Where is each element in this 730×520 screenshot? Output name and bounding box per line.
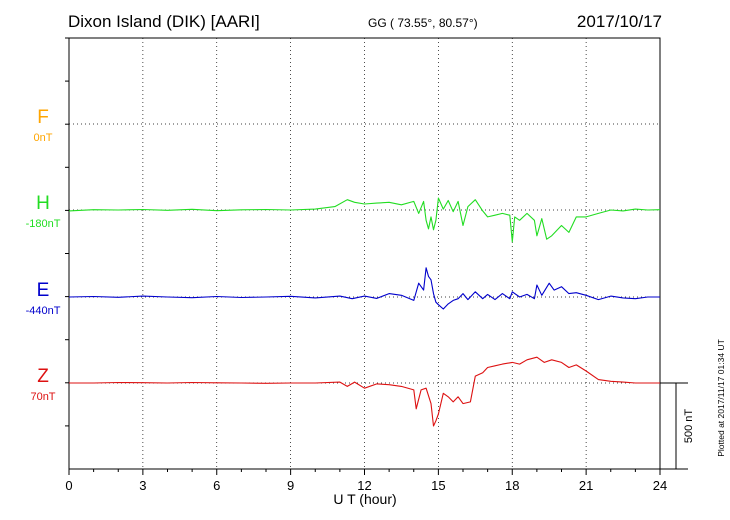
series-labels: F 0nT H -180nT E -440nT Z 70nT [26,107,61,403]
series-traces [68,197,661,427]
series-baseline-h: -180nT [26,218,61,230]
x-axis-label: U T (hour) [333,491,396,507]
series-baseline-f: 0nT [34,132,53,144]
series-baseline-z: 70nT [30,391,55,403]
x-axis-ticks: 0 3 6 9 12 15 18 21 24 [65,37,667,493]
series-letter-f: F [37,107,49,128]
series-line-z [69,356,660,427]
station-title: Dixon Island (DIK) [AARI] [68,12,260,31]
series-letter-e: E [37,280,50,301]
series-line-h [68,197,661,243]
series-letter-z: Z [37,366,49,387]
series-letter-h: H [36,193,50,214]
plot-date: 2017/10/17 [577,12,662,31]
x-tick-label: 18 [505,478,519,493]
series-line-e [68,267,660,310]
grid-lines [69,38,660,469]
x-tick-label: 24 [653,478,667,493]
x-tick-label: 3 [139,478,146,493]
scale-bar: 500 nT [660,382,695,470]
x-tick-label: 9 [287,478,294,493]
x-tick-label: 0 [65,478,72,493]
x-tick-label: 12 [357,478,371,493]
scale-bar-label: 500 nT [683,409,695,444]
x-tick-label: 6 [213,478,220,493]
station-coordinates: GG ( 73.55°, 80.57°) [368,16,478,30]
x-tick-label: 15 [431,478,445,493]
series-baseline-e: -440nT [26,305,61,317]
x-tick-label: 21 [579,478,593,493]
plotted-timestamp: Plotted at 2017/11/17 01:34 UT [716,339,726,457]
